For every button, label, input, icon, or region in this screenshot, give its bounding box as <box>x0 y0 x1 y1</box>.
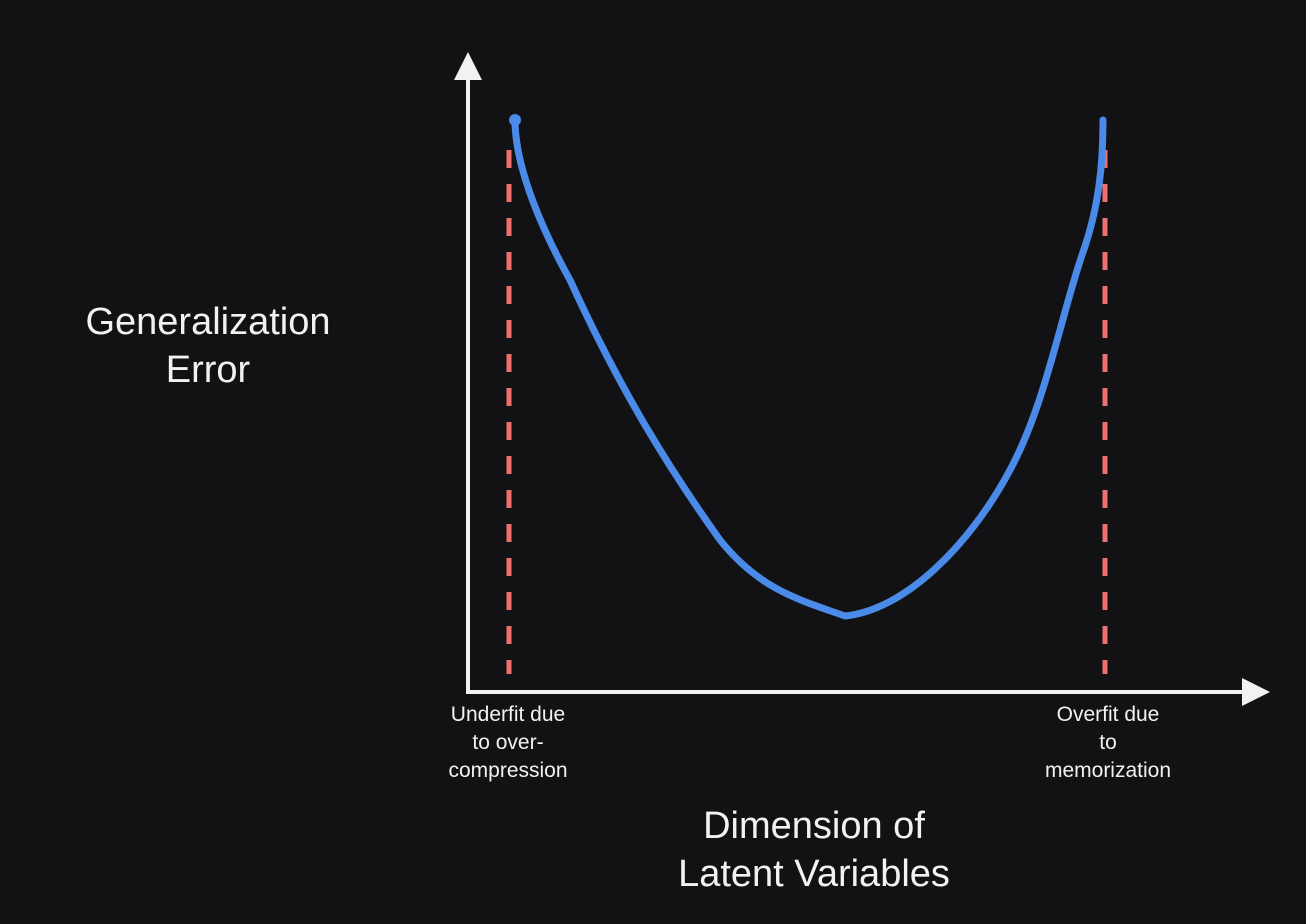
overfit-annotation: Overfit due to memorization <box>1044 703 1172 782</box>
x-axis-label: Dimension of Latent Variables <box>678 805 950 895</box>
underfit-annotation: Underfit due to over- compression <box>448 703 568 782</box>
curve-start-dot <box>509 114 521 126</box>
y-axis-label: Generalization Error <box>85 301 331 391</box>
y-axis-arrow <box>454 52 482 80</box>
x-axis-arrow <box>1242 678 1270 706</box>
generalization-error-curve <box>511 116 1107 620</box>
